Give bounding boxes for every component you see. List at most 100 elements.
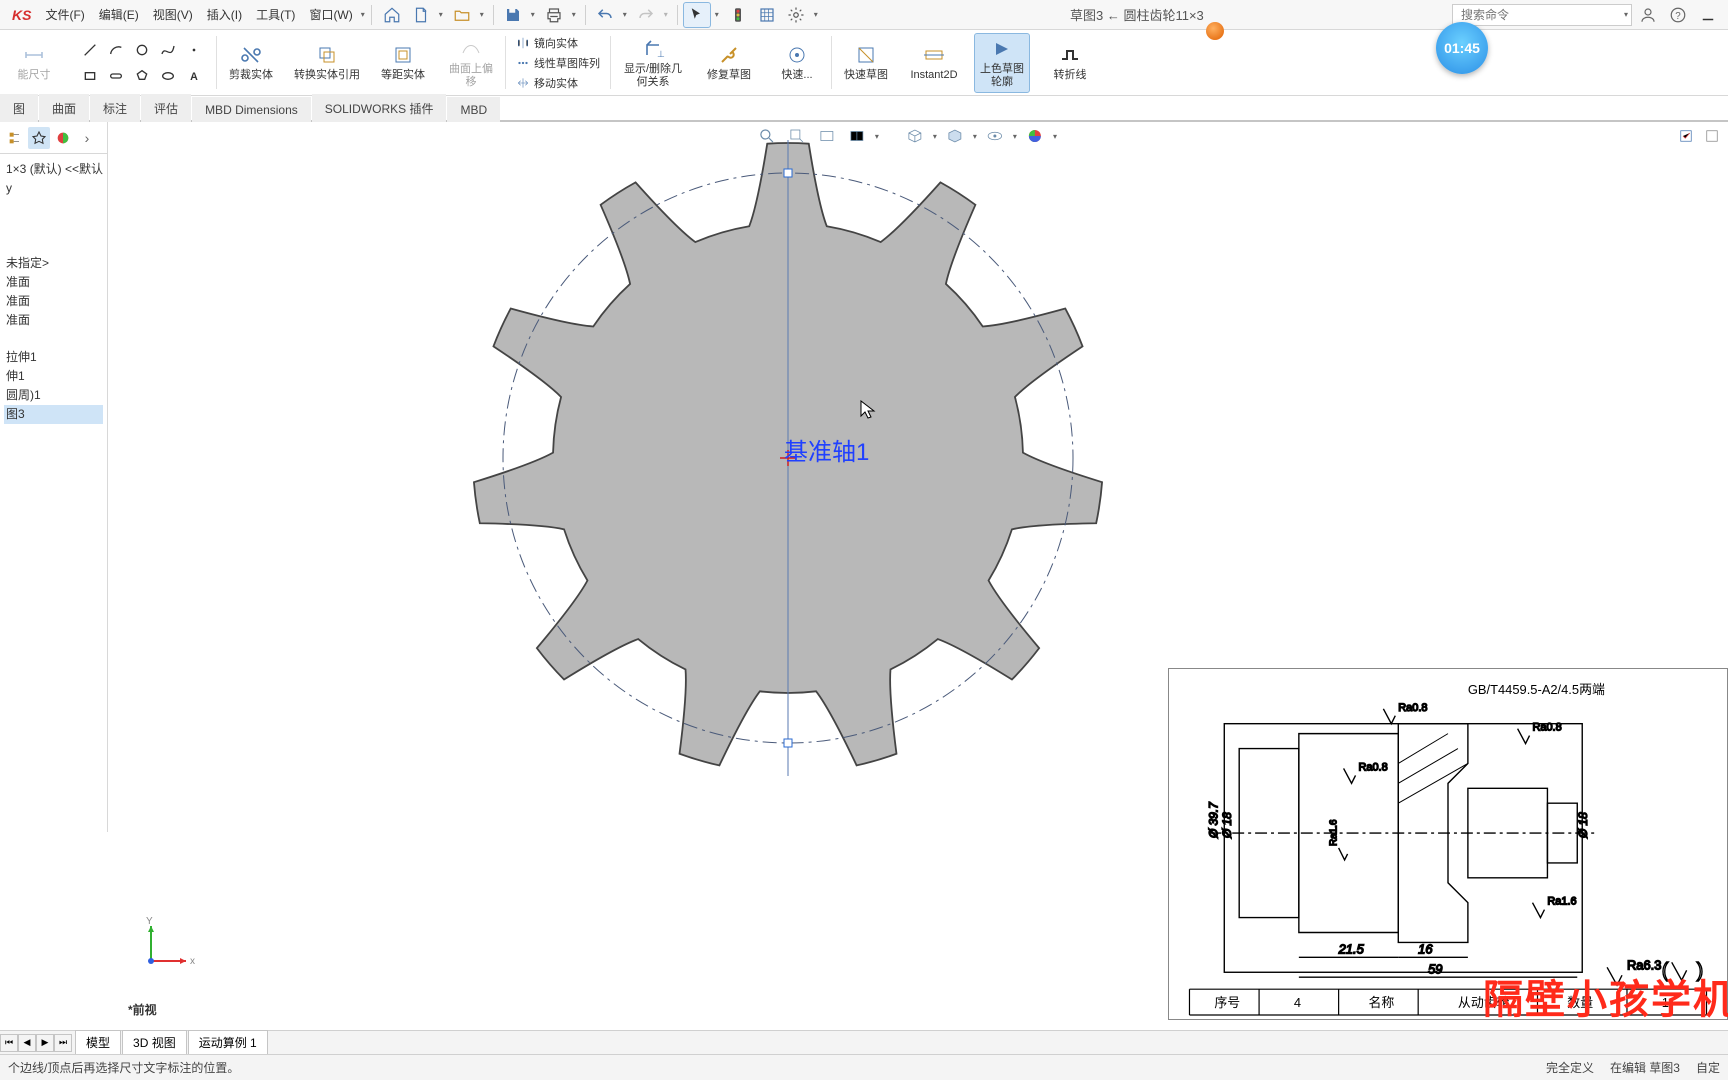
open-dropdown[interactable]: ▾ bbox=[476, 2, 488, 28]
repair-sketch-button[interactable]: 修复草图 bbox=[701, 33, 757, 93]
svg-text:Ra1.6: Ra1.6 bbox=[1329, 819, 1340, 846]
undo-dropdown[interactable]: ▾ bbox=[619, 2, 631, 28]
tree-item[interactable]: 准面 bbox=[4, 311, 103, 330]
gear-model[interactable] bbox=[468, 138, 1108, 781]
bottom-tab-3dview[interactable]: 3D 视图 bbox=[122, 1030, 187, 1055]
orientation-triad: x Y bbox=[136, 916, 196, 976]
line-tool-icon[interactable] bbox=[78, 38, 102, 62]
tab-annotate[interactable]: 标注 bbox=[90, 94, 140, 122]
record-indicator-icon bbox=[1206, 22, 1224, 40]
home-icon[interactable] bbox=[378, 2, 406, 28]
tree-item[interactable]: 拉伸1 bbox=[4, 348, 103, 367]
search-dropdown[interactable]: ▾ bbox=[1624, 10, 1628, 19]
tree-item[interactable]: 伸1 bbox=[4, 367, 103, 386]
move-entities-button[interactable]: 移动实体 bbox=[512, 73, 604, 93]
text-tool-icon[interactable]: A bbox=[182, 64, 206, 88]
svg-text:Ø 39.7: Ø 39.7 bbox=[1206, 802, 1220, 839]
print-dropdown[interactable]: ▾ bbox=[568, 2, 580, 28]
display-relations-button[interactable]: ⊥显示/删除几何关系 bbox=[617, 33, 689, 93]
graphics-area[interactable]: ▾ ▾ ▾ ▾ ▾ 基准轴1 x Y *前视 bbox=[108, 122, 1728, 1024]
print-icon[interactable] bbox=[540, 2, 568, 28]
settings-dropdown[interactable]: ▾ bbox=[810, 2, 822, 28]
convert-entities-button[interactable]: 转换实体引用 bbox=[291, 33, 363, 93]
tab-nav-prev-icon[interactable]: ◀ bbox=[18, 1034, 36, 1052]
fm-tab-tree-icon[interactable] bbox=[4, 127, 26, 149]
tab-surface[interactable]: 曲面 bbox=[39, 94, 89, 122]
svg-text:Ra0.8: Ra0.8 bbox=[1533, 722, 1562, 734]
smart-dimension-button: 能尺寸 bbox=[6, 33, 62, 93]
trim-button[interactable]: 剪裁实体 bbox=[223, 33, 279, 93]
circle-tool-icon[interactable] bbox=[130, 38, 154, 62]
tree-item[interactable]: 准面 bbox=[4, 273, 103, 292]
save-icon[interactable] bbox=[499, 2, 527, 28]
linear-pattern-button[interactable]: 线性草图阵列 bbox=[512, 53, 604, 73]
jog-line-button[interactable]: 转折线 bbox=[1042, 33, 1098, 93]
options-icon[interactable] bbox=[753, 2, 781, 28]
arc-tool-icon[interactable] bbox=[104, 38, 128, 62]
tab-nav-last-icon[interactable]: ⏭ bbox=[54, 1034, 72, 1052]
rapid-sketch-button[interactable]: 快速草图 bbox=[838, 33, 894, 93]
select-dropdown[interactable]: ▾ bbox=[711, 2, 723, 28]
tree-root[interactable]: 1×3 (默认) <<默认 bbox=[4, 160, 103, 179]
search-input[interactable] bbox=[1461, 8, 1616, 22]
exit-sketch-icon[interactable] bbox=[1674, 124, 1698, 148]
help-icon[interactable]: ? bbox=[1664, 2, 1692, 28]
save-dropdown[interactable]: ▾ bbox=[527, 2, 539, 28]
point-tool-icon[interactable] bbox=[182, 38, 206, 62]
tab-nav-next-icon[interactable]: ▶ bbox=[36, 1034, 54, 1052]
select-icon[interactable] bbox=[683, 2, 711, 28]
feature-tree: 1×3 (默认) <<默认 y 未指定> 准面 准面 准面 拉伸1 伸1 圆周)… bbox=[0, 154, 107, 430]
polygon-tool-icon[interactable] bbox=[130, 64, 154, 88]
tree-item[interactable]: 未指定> bbox=[4, 254, 103, 273]
undo-icon[interactable] bbox=[591, 2, 619, 28]
menu-more-icon[interactable]: ▾ bbox=[361, 10, 365, 19]
tab-sketch[interactable]: 图 bbox=[0, 94, 38, 122]
quick-snap-button[interactable]: 快速... bbox=[769, 33, 825, 93]
new-icon[interactable] bbox=[407, 2, 435, 28]
tab-nav-first-icon[interactable]: ⏮ bbox=[0, 1034, 18, 1052]
settings-icon[interactable] bbox=[782, 2, 810, 28]
status-definition: 完全定义 bbox=[1546, 1059, 1594, 1076]
tab-sw-addins[interactable]: SOLIDWORKS 插件 bbox=[312, 94, 447, 122]
close-panel-icon[interactable] bbox=[1700, 124, 1724, 148]
menu-insert[interactable]: 插入(I) bbox=[201, 2, 248, 27]
tree-item[interactable]: y bbox=[4, 179, 103, 198]
menu-edit[interactable]: 编辑(E) bbox=[93, 2, 145, 27]
offset-button[interactable]: 等距实体 bbox=[375, 33, 431, 93]
status-custom: 自定 bbox=[1696, 1059, 1720, 1076]
shaded-sketch-button[interactable]: 上色草图轮廓 bbox=[974, 33, 1030, 93]
status-bar: 个边线/顶点后再选择尺寸文字标注的位置。 完全定义 在编辑 草图3 自定 bbox=[0, 1054, 1728, 1080]
bottom-tab-motion[interactable]: 运动算例 1 bbox=[188, 1030, 268, 1055]
menu-tools[interactable]: 工具(T) bbox=[250, 2, 301, 27]
spline-tool-icon[interactable] bbox=[156, 38, 180, 62]
menu-file[interactable]: 文件(F) bbox=[39, 2, 90, 27]
menu-view[interactable]: 视图(V) bbox=[147, 2, 199, 27]
divider bbox=[493, 5, 494, 25]
fm-tab-config-icon[interactable] bbox=[52, 127, 74, 149]
status-editing: 在编辑 草图3 bbox=[1610, 1059, 1680, 1076]
tree-item[interactable]: 圆周)1 bbox=[4, 386, 103, 405]
ellipse-tool-icon[interactable] bbox=[156, 64, 180, 88]
svg-text:名称: 名称 bbox=[1368, 995, 1394, 1010]
tree-item-active[interactable]: 图3 bbox=[4, 405, 103, 424]
fm-tab-property-icon[interactable] bbox=[28, 127, 50, 149]
tab-mbd[interactable]: MBD bbox=[447, 97, 500, 122]
traffic-light-icon[interactable] bbox=[724, 2, 752, 28]
new-dropdown[interactable]: ▾ bbox=[435, 2, 447, 28]
rect-tool-icon[interactable] bbox=[78, 64, 102, 88]
user-icon[interactable] bbox=[1634, 2, 1662, 28]
open-icon[interactable] bbox=[448, 2, 476, 28]
fm-tab-more-icon[interactable]: › bbox=[76, 127, 98, 149]
svg-text:59: 59 bbox=[1428, 961, 1442, 976]
tab-mbd-dim[interactable]: MBD Dimensions bbox=[192, 97, 311, 122]
tree-item[interactable]: 准面 bbox=[4, 292, 103, 311]
mirror-button[interactable]: 镜向实体 bbox=[512, 33, 604, 53]
instant2d-button[interactable]: Instant2D bbox=[906, 33, 962, 93]
tab-evaluate[interactable]: 评估 bbox=[141, 94, 191, 122]
bottom-tab-model[interactable]: 模型 bbox=[75, 1030, 121, 1055]
minimize-icon[interactable] bbox=[1694, 2, 1722, 28]
search-box[interactable]: ▾ bbox=[1452, 4, 1632, 26]
menu-window[interactable]: 窗口(W) bbox=[303, 2, 358, 27]
svg-text:Ra0.8: Ra0.8 bbox=[1398, 702, 1427, 714]
slot-tool-icon[interactable] bbox=[104, 64, 128, 88]
